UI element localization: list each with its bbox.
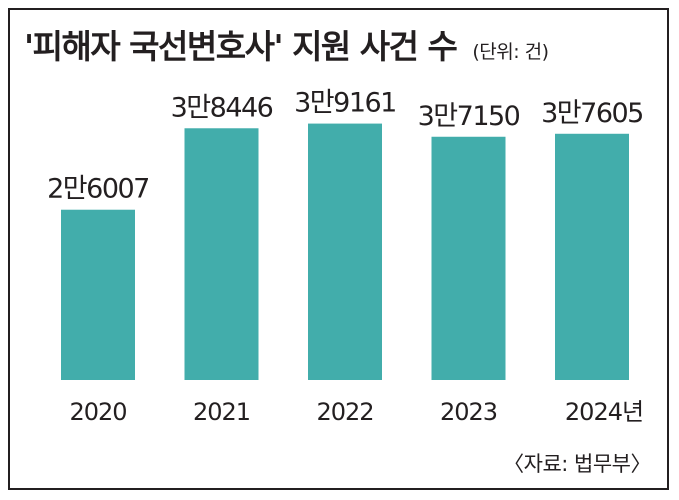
chart-frame (8, 8, 669, 490)
title-row: '피해자 국선변호사' 지원 사건 수 (단위: 건) (24, 20, 549, 68)
bar-2023 (431, 136, 506, 380)
data-label-2021: 3만8446 (171, 92, 273, 123)
unit-note: (단위: 건) (472, 41, 549, 63)
data-label-2024년: 3만7605 (541, 98, 643, 129)
bar-2024년 (555, 133, 629, 380)
x-tick-2023: 2023 (440, 398, 497, 426)
x-tick-2022: 2022 (316, 398, 373, 426)
source-note: 〈자료: 법무부〉 (503, 452, 651, 476)
bar-2022 (308, 123, 382, 381)
x-tick-2024년: 2024년 (565, 398, 643, 426)
chart-title: '피해자 국선변호사' 지원 사건 수 (24, 27, 458, 66)
data-label-2020: 2만6007 (47, 174, 149, 205)
data-label-2022: 3만9161 (294, 88, 396, 119)
x-tick-2021: 2021 (193, 398, 250, 426)
bar-2020 (61, 209, 135, 380)
x-tick-2020: 2020 (69, 398, 126, 426)
data-label-2023: 3만7150 (418, 101, 520, 132)
bar-2021 (184, 128, 259, 380)
